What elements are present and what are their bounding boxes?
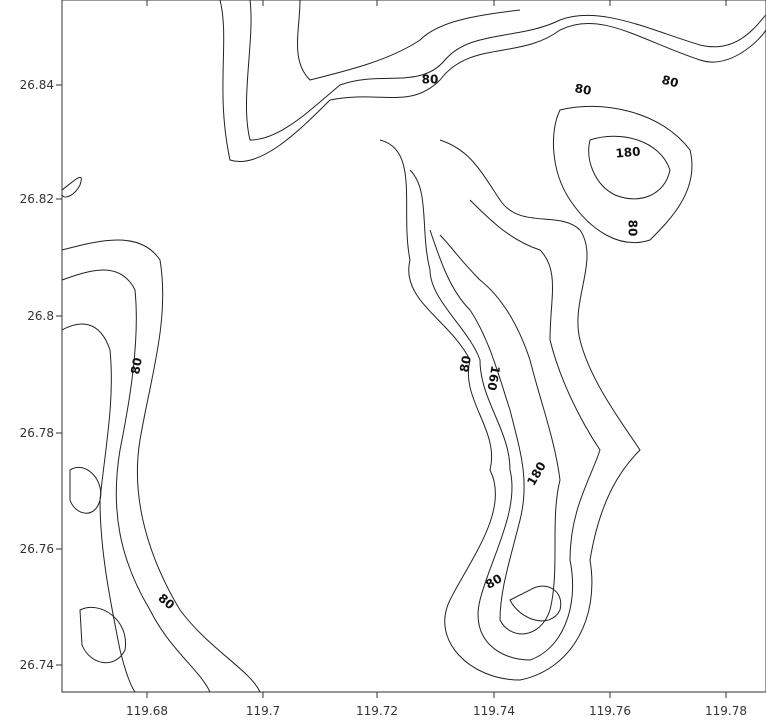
contour-label: 180 [615,144,641,160]
x-tick-label: 119.72 [356,704,398,718]
contour-label: 80 [574,81,593,98]
x-tick-label: 119.74 [473,704,515,718]
contour-label: 80 [422,73,439,87]
y-tick-label: 26.78 [20,426,54,440]
y-tick-label: 26.84 [20,78,54,92]
y-tick-label: 26.74 [20,658,54,672]
page: {"map": { "x_ticks": ["119.68", "119.7",… [0,0,766,726]
y-axis: 26.84 26.82 26.8 26.78 26.76 26.74 [20,78,62,672]
x-tick-label: 119.68 [126,704,168,718]
y-tick-label: 26.82 [20,192,54,206]
contour-label: 80 [128,356,145,375]
x-tick-label: 119.76 [589,704,631,718]
y-tick-label: 26.76 [20,542,54,556]
contour-map: 119.68 119.7 119.72 119.74 119.76 119.78 26.8… [0,0,766,726]
contour-label: 80 [457,354,474,373]
x-tick-label: 119.7 [246,704,280,718]
y-tick-label: 26.8 [27,309,54,323]
x-tick-label: 119.78 [705,704,747,718]
contour-label: 80 [626,220,640,237]
